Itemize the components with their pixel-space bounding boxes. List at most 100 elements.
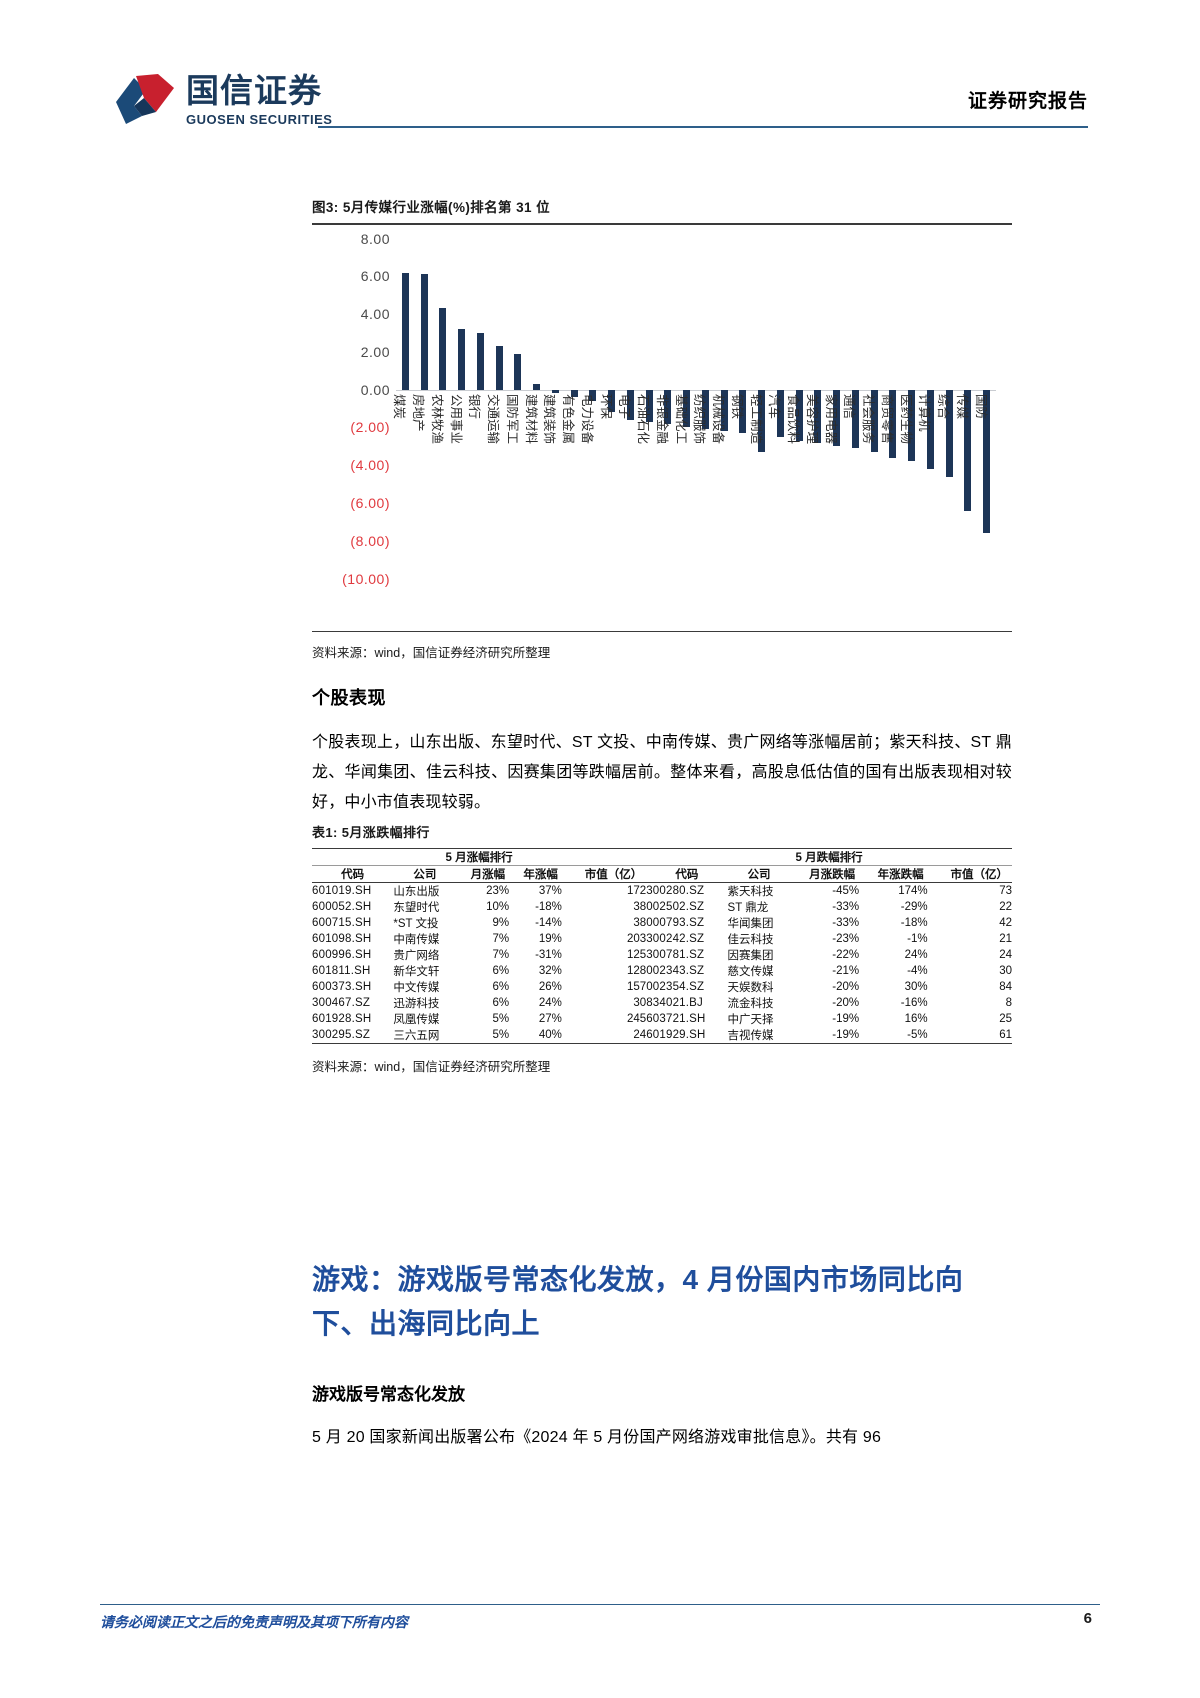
x-axis-label: 医药生物: [898, 393, 913, 444]
cell-code-left: 600996.SH: [312, 949, 372, 961]
y-axis-tick: (6.00): [350, 495, 390, 512]
cell-year-change-left: 40%: [538, 1029, 562, 1041]
cell-year-change-left: -31%: [535, 949, 562, 961]
cell-month-change-right: -20%: [832, 997, 860, 1009]
cell-month-change-left: 6%: [492, 965, 510, 977]
cell-month-change-left: 6%: [492, 997, 510, 1009]
guosen-logo-icon: [112, 72, 178, 130]
cell-market-cap-left: 157: [627, 981, 647, 993]
chart-y-axis: 8.00 6.00 4.00 2.00 0.00 (2.00) (4.00) (6.00) (8…: [312, 231, 390, 587]
chart-bar: [701, 389, 709, 430]
group-header-losers: 5 月跌幅排行: [646, 848, 1012, 866]
x-axis-label: 国防军工: [504, 393, 519, 444]
cell-market-cap-right: 30: [999, 965, 1012, 977]
chart-bar: [608, 389, 616, 413]
chart-bar: [983, 389, 991, 534]
chart-bar: [589, 389, 597, 402]
col-header-month-right: 月涨跌幅: [809, 869, 856, 881]
cell-year-change-right: -18%: [900, 917, 928, 929]
chart-bar: [964, 389, 972, 511]
x-axis-label: 石油石化: [636, 393, 651, 444]
x-axis-label: 环保: [598, 393, 613, 419]
chart-bar: [495, 346, 503, 390]
cell-month-change-left: 23%: [486, 885, 510, 897]
cell-month-change-left: 9%: [492, 917, 510, 929]
cell-month-change-right: -19%: [832, 1013, 860, 1025]
cell-code-left: 600715.SH: [312, 917, 372, 929]
chart-bar: [945, 389, 953, 477]
cell-year-change-left: 24%: [538, 997, 562, 1009]
cell-year-change-left: -14%: [535, 917, 562, 929]
cell-company-left: 中南传媒: [393, 934, 440, 946]
stock-section-paragraph: 个股表现上，山东出版、东望时代、ST 文投、中南传媒、贵广网络等涨幅居前；紫天科…: [312, 734, 1012, 811]
chart-bar: [458, 329, 466, 390]
cell-company-right: 吉视传媒: [727, 1030, 774, 1042]
table-body: 601019.SH 山东出版 23% 37% 172 300280.SZ 紫天科技 -45% 1…: [312, 882, 1012, 1044]
chart-bar: [758, 389, 766, 453]
chart-bar: [645, 389, 653, 422]
x-axis-label: 食品饮料: [786, 393, 801, 444]
cell-year-change-left: 19%: [538, 933, 562, 945]
cell-code-right: 834021.BJ: [646, 997, 703, 1009]
cell-month-change-left: 7%: [492, 933, 510, 945]
cell-company-right: 慈文传媒: [727, 966, 774, 978]
cell-year-change-right: 24%: [904, 949, 928, 961]
col-header-code-left: 代码: [341, 869, 365, 881]
cell-market-cap-right: 24: [999, 949, 1012, 961]
x-axis-label: 电力设备: [579, 393, 594, 444]
game-section: 游戏：游戏版号常态化发放，4 月份国内市场同比向下、出海同比向上 游戏版号常态化…: [312, 1258, 1012, 1453]
cell-year-change-right: 30%: [904, 981, 928, 993]
cell-company-right: 因赛集团: [727, 950, 774, 962]
x-axis-label: 轻工制造: [748, 393, 763, 444]
cell-year-change-left: 37%: [538, 885, 562, 897]
cell-year-change-left: 32%: [538, 965, 562, 977]
x-axis-label: 建筑材料: [523, 393, 538, 444]
y-axis-tick: 4.00: [360, 306, 390, 323]
y-axis-tick: (2.00): [350, 419, 390, 436]
x-axis-label: 房地产: [411, 393, 426, 432]
x-axis-label: 煤炭: [392, 393, 407, 419]
cell-company-left: 东望时代: [393, 902, 440, 914]
chart-bar: [926, 389, 934, 470]
cell-market-cap-left: 128: [627, 965, 647, 977]
x-axis-label: 建筑装饰: [542, 393, 557, 444]
cell-month-change-left: 7%: [492, 949, 510, 961]
cell-month-change-left: 5%: [492, 1029, 510, 1041]
figure-bottom-rule: [312, 630, 1012, 633]
cell-month-change-left: 6%: [492, 981, 510, 993]
cell-code-left: 601928.SH: [312, 1013, 372, 1025]
cell-year-change-right: -5%: [907, 1029, 928, 1041]
col-header-company-right: 公司: [747, 869, 771, 881]
col-header-month-left: 月涨幅: [470, 869, 506, 881]
col-header-cap-right: 市值（亿）: [950, 869, 1009, 881]
cell-month-change-right: -19%: [832, 1029, 860, 1041]
cell-company-left: 山东出版: [393, 886, 440, 898]
x-axis-label: 美容护理: [804, 393, 819, 444]
x-axis-label: 综合: [936, 393, 951, 419]
cell-market-cap-left: 245: [627, 1013, 647, 1025]
chart-bar: [664, 389, 672, 424]
cell-month-change-right: -45%: [832, 885, 860, 897]
x-axis-label: 银行: [467, 393, 482, 419]
cell-code-right: 300781.SZ: [646, 949, 705, 961]
y-axis-tick: (10.00): [342, 570, 390, 587]
chart-bar: [833, 389, 841, 447]
table-row: 601019.SH 山东出版 23% 37% 172 300280.SZ 紫天科技 -45% 1…: [312, 882, 1012, 900]
y-axis-tick: 2.00: [360, 343, 390, 360]
chart-bar: [626, 389, 634, 420]
chart-plot-area: [396, 239, 996, 579]
table-group-row: 5 月涨幅排行 5 月跌幅排行: [312, 848, 1012, 866]
cell-month-change-right: -33%: [832, 901, 860, 913]
table-title: 表1: 5月涨跌幅排行: [312, 825, 430, 840]
cell-code-right: 300280.SZ: [646, 885, 705, 897]
x-axis-label: 通信: [842, 393, 857, 419]
table-row: 300295.SZ 三六五网 5% 40% 24 601929.SH 吉视传媒 -19% -5%…: [312, 1027, 1012, 1044]
cell-code-left: 300295.SZ: [312, 1029, 371, 1041]
game-section-heading: 游戏：游戏版号常态化发放，4 月份国内市场同比向下、出海同比向上: [312, 1264, 964, 1339]
cell-company-left: 贵广网络: [393, 950, 440, 962]
cell-code-left: 300467.SZ: [312, 997, 371, 1009]
cell-company-right: ST 鼎龙: [727, 902, 769, 914]
cell-code-left: 601811.SH: [312, 965, 371, 977]
y-axis-tick: (4.00): [350, 457, 390, 474]
cell-month-change-right: -23%: [832, 933, 860, 945]
